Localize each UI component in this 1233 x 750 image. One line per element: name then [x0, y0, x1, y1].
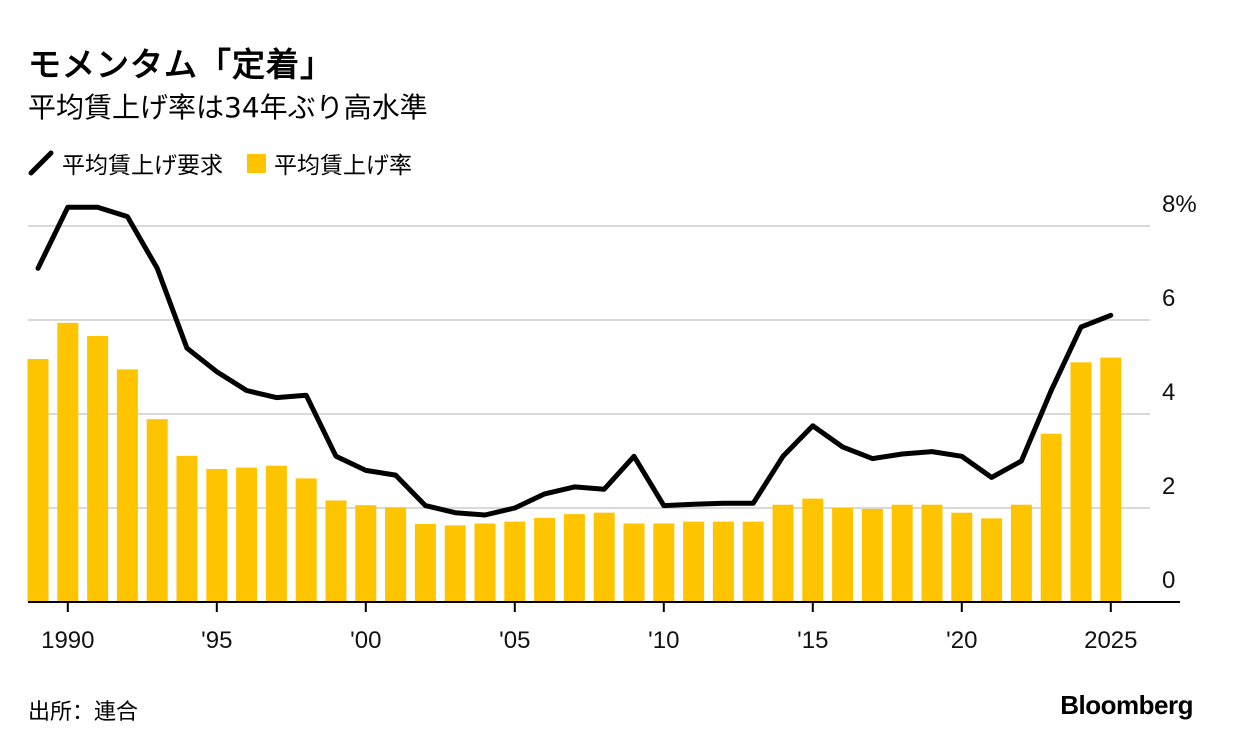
- bar-2018: [891, 504, 913, 602]
- legend-bar-label: 平均賃上げ率: [274, 153, 412, 179]
- source-note: 出所：連合: [28, 700, 139, 725]
- bar-2003: [444, 525, 466, 602]
- bar-1997: [265, 465, 287, 602]
- chart-subtitle: 平均賃上げ率は34年ぶり高水準: [28, 91, 428, 124]
- bar-2015: [802, 498, 824, 602]
- chart-title: モメンタム「定着」: [28, 45, 334, 84]
- bar-2011: [683, 521, 705, 602]
- bar-1995: [206, 468, 228, 602]
- bar-2025: [1100, 357, 1122, 602]
- x-tick-label-2005: '05: [499, 627, 530, 654]
- bar-2004: [474, 523, 496, 602]
- bar-swatch-icon: [247, 153, 266, 173]
- bar-1991: [87, 335, 109, 602]
- x-tick-label-2015: '15: [797, 627, 828, 654]
- x-tick-label-1995: '95: [201, 627, 232, 654]
- bar-2009: [623, 523, 645, 602]
- x-tick-label-1990: 1990: [41, 627, 94, 654]
- line-series: [35, 204, 1114, 518]
- bar-series: [27, 322, 1122, 602]
- line-request-series: [35, 204, 1114, 518]
- bar-2020: [951, 512, 973, 602]
- line-swatch-icon: [28, 150, 54, 176]
- x-tick-label-2020: '20: [946, 627, 977, 654]
- y-tick-label-6: 6: [1162, 285, 1175, 312]
- bar-1992: [116, 369, 138, 602]
- bar-2010: [653, 523, 675, 602]
- bar-1994: [176, 455, 198, 602]
- bar-2023: [1040, 433, 1062, 602]
- bar-1993: [146, 419, 168, 602]
- y-tick-label-8: 8%: [1162, 191, 1197, 218]
- bar-2012: [712, 521, 734, 602]
- y-tick-label-4: 4: [1162, 379, 1175, 406]
- bar-1999: [325, 500, 347, 602]
- bar-2007: [563, 514, 585, 602]
- bar-2014: [772, 504, 794, 602]
- x-tick-label-2010: '10: [648, 627, 679, 654]
- legend: 平均賃上げ要求 平均賃上げ率: [28, 146, 436, 180]
- bar-2024: [1070, 362, 1092, 602]
- bar-1996: [236, 467, 258, 602]
- brand-logo: Bloomberg: [1060, 690, 1193, 720]
- bar-2002: [414, 523, 436, 602]
- legend-item-line: 平均賃上げ要求: [28, 146, 223, 180]
- bar-2001: [385, 507, 407, 602]
- bar-2016: [832, 508, 854, 602]
- bar-1989: [27, 359, 49, 602]
- y-tick-label-2: 2: [1162, 473, 1175, 500]
- y-tick-label-0: 0: [1162, 567, 1175, 594]
- bar-2021: [981, 518, 1003, 602]
- legend-line-label: 平均賃上げ要求: [62, 153, 223, 179]
- bar-2013: [742, 521, 764, 602]
- axes: 0 2 4 6 8% 1990 '95 '00 '05 '10 '15 '20 2025: [28, 191, 1197, 654]
- bar-2006: [534, 517, 556, 602]
- legend-item-bar: 平均賃上げ率: [247, 146, 412, 180]
- bar-2000: [355, 505, 377, 602]
- x-tick-label-2000: '00: [350, 627, 381, 654]
- bar-2008: [593, 512, 615, 602]
- bar-1998: [295, 478, 317, 602]
- x-tick-label-2025: 2025: [1084, 627, 1137, 654]
- bar-2022: [1010, 504, 1032, 602]
- bar-2019: [921, 504, 943, 602]
- bar-2017: [861, 508, 883, 602]
- bar-2005: [504, 521, 526, 602]
- bar-1990: [57, 322, 79, 602]
